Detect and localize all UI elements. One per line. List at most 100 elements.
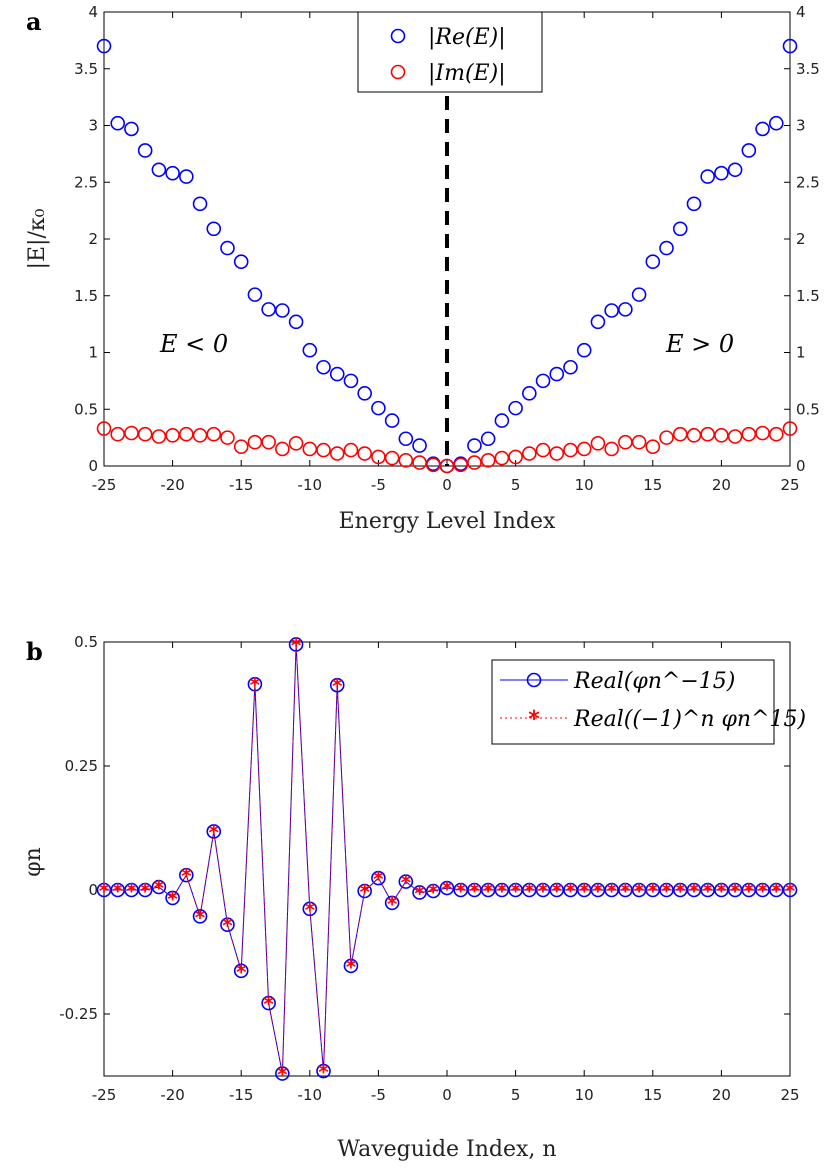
data-point [343,373,359,389]
panel-b-legend-box [491,659,775,745]
data-point [137,426,153,442]
x-tick-label: -25 [92,476,117,494]
data-point: * [428,880,439,904]
panel-b-y-axis-label: φn [21,847,46,877]
y-tick-label: 4 [88,3,98,21]
data-point: * [510,879,521,903]
data-point: * [318,1060,329,1084]
data-point: * [593,879,604,903]
y-tick-label-right: 4 [796,3,806,21]
panel-b-label: b [26,637,43,666]
series-im-markers [96,421,798,474]
data-point: * [565,879,576,903]
x-tick-label: 5 [511,1086,521,1104]
data-point: * [469,879,480,903]
panel-a-y-axis-label: |E|/κ₀ [25,208,50,269]
data-point [96,38,112,54]
x-tick-label: -20 [160,1086,185,1104]
data-point [165,165,180,181]
data-point [672,221,688,237]
data-point [247,434,263,450]
data-point: * [524,879,535,903]
data-point [412,438,427,453]
data-point [618,434,633,450]
data-point [590,314,606,330]
data-point [110,115,126,131]
data-point [631,434,647,450]
data-point: * [263,992,274,1016]
y-tick-label: 3.5 [74,60,98,78]
y-tick-label-right: 1 [796,344,806,362]
data-point: * [99,879,110,903]
data-point: * [648,879,659,903]
data-point [494,413,510,428]
data-point [398,431,414,447]
x-tick-label: -10 [298,476,323,494]
y-tick-label: 1.5 [74,287,98,305]
panel-b: b -25 -20 -15 -10 -5 0 5 10 15 20 25 -0.25 0 0.25 0.5… [21,633,806,1162]
data-point [206,426,222,442]
data-point [522,446,537,461]
y-tick-label: 2 [88,230,98,248]
data-point [480,431,496,447]
x-tick-label: 15 [643,1086,662,1104]
x-tick-label: -15 [229,1086,254,1104]
data-point [316,442,331,458]
series-re-markers [96,38,798,474]
legend-im-marker [390,64,406,80]
panel-a-y-ticks: 0 0 0.5 0.5 1 1 1.5 1.5 2 2 2.5 2.5 3 3 3.5 3.5 4 4 [74,3,820,475]
data-point: * [785,879,796,903]
y-tick-label-right: 3.5 [796,60,820,78]
panel-a: a -25 -20 -15 -10 -5 0 5 10 15 20 25 0 0 0.5 0.5 1 1 1.5… [25,3,820,534]
data-point [206,221,222,237]
data-point [535,373,551,389]
data-point [672,426,688,442]
data-point: * [277,1063,288,1087]
data-point [124,121,139,137]
data-point [302,342,318,358]
data-point [700,169,715,184]
panel-a-legend: |Re(E)| |Im(E)| [357,11,543,93]
series-line [104,644,790,1074]
data-point [357,386,372,401]
x-tick-label: -10 [298,1086,323,1104]
data-point [659,240,674,256]
y-tick-label: -0.25 [59,1005,98,1023]
data-point: * [401,871,412,895]
y-tick-label-right: 2.5 [796,173,820,191]
data-point [631,287,647,302]
data-point [645,254,661,270]
data-point [151,162,167,178]
data-point [563,442,578,458]
y-tick-label: 2.5 [74,173,98,191]
data-point [727,162,743,178]
data-point [261,302,276,317]
legend-b-marker-red: * [528,707,540,732]
data-point [343,442,359,458]
data-point [412,455,427,470]
x-tick-label: 15 [643,476,662,494]
x-tick-label: 5 [511,476,521,494]
data-point [371,870,386,886]
data-point [659,430,674,445]
data-point [110,426,126,442]
data-point [96,421,112,436]
legend-re-marker [390,28,406,44]
data-point [384,895,400,911]
x-tick-label: -15 [229,476,254,494]
series-phi-plus15: * * * * * ****************** * * * * * * * * * * * * * * * * *… [99,633,796,1086]
data-point [206,824,222,839]
data-point: * [771,879,782,903]
data-point [124,425,139,441]
data-point [494,450,510,466]
data-point [618,302,633,317]
data-point: * [140,879,151,903]
data-point [467,438,482,453]
data-point [220,430,235,445]
data-point: * [291,633,302,657]
data-point [549,446,565,461]
x-tick-label: 0 [442,1086,452,1104]
data-point: * [675,879,686,903]
x-tick-label: -5 [371,476,386,494]
